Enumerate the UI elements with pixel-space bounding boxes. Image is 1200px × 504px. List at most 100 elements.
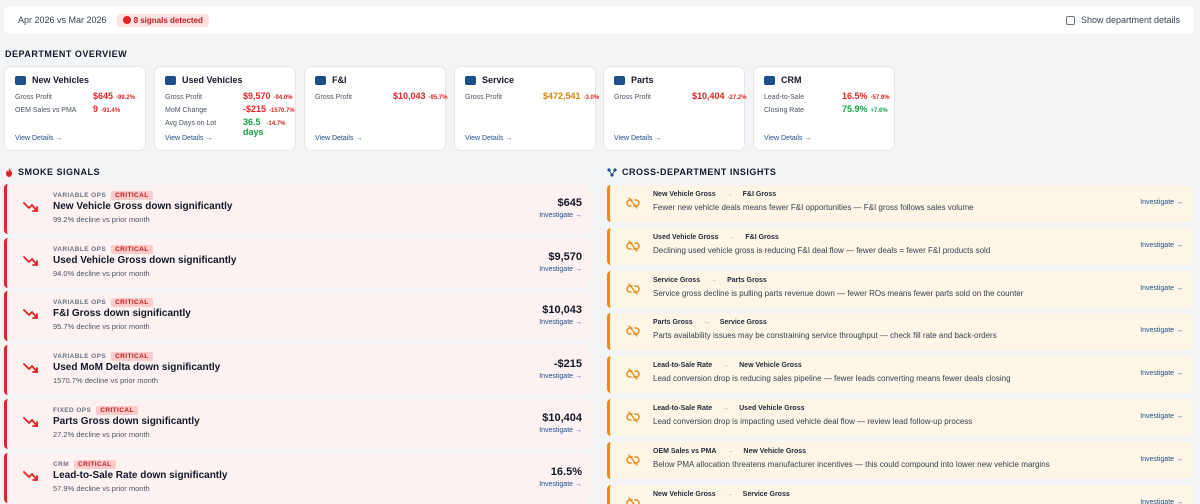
- insight-from: OEM Sales vs PMA: [653, 447, 717, 455]
- investigate-link[interactable]: Investigate →: [539, 265, 582, 273]
- view-details-link[interactable]: View Details →: [614, 135, 662, 142]
- metric-change: -27.2%: [727, 95, 747, 101]
- view-details-link[interactable]: View Details →: [764, 135, 812, 142]
- investigate-link[interactable]: Investigate →: [1140, 241, 1183, 249]
- department-name: CRM: [781, 75, 802, 85]
- investigate-link[interactable]: Investigate →: [1140, 498, 1183, 504]
- insight-text: Declining used vehicle gross is reducing…: [653, 245, 991, 255]
- smoke-signals-title: SMOKE SIGNALS: [5, 167, 100, 177]
- insight-text: Parts availability issues may be constra…: [653, 331, 997, 341]
- metric-value: -$215: [243, 104, 267, 114]
- insight-card[interactable]: Parts Gross → Service Gross Parts availabil…: [607, 313, 1193, 351]
- department-card-header: Service: [465, 75, 585, 85]
- severity-badge: CRITICAL: [111, 244, 153, 254]
- signal-value: $10,404: [542, 411, 582, 424]
- investigate-link[interactable]: Investigate →: [1140, 284, 1183, 292]
- investigate-link[interactable]: Investigate →: [1140, 370, 1183, 378]
- insight-from: Lead-to-Sale Rate: [653, 405, 713, 412]
- signal-detail: 1570.7% decline vs prior month: [53, 376, 159, 386]
- signal-detail: 94.0% decline vs prior month: [53, 268, 150, 278]
- signal-tags: VARIABLE OPS CRITICAL: [53, 191, 153, 200]
- insight-to: Service Gross: [742, 490, 790, 498]
- department-overview-title: DEPARTMENT OVERVIEW: [5, 49, 128, 59]
- smoke-signal-card[interactable]: VARIABLE OPS CRITICAL F&I Gross down signi…: [4, 291, 590, 342]
- signal-value: $10,043: [542, 304, 582, 317]
- investigate-link[interactable]: Investigate →: [539, 373, 582, 381]
- insight-to: Used Vehicle Gross: [739, 405, 805, 412]
- investigate-link[interactable]: Investigate →: [539, 426, 582, 434]
- show-department-details-checkbox[interactable]: [1065, 15, 1075, 25]
- smoke-signal-card[interactable]: VARIABLE OPS CRITICAL Used Vehicle Gross d…: [4, 237, 590, 288]
- metric-value: $472,541: [543, 91, 581, 101]
- insight-from: Parts Gross: [653, 319, 693, 327]
- view-details-link[interactable]: View Details →: [465, 135, 513, 142]
- insight-text: Below PMA allocation threatens manufactu…: [653, 459, 1050, 469]
- department-card: CRM Lead-to-Sale 16.5% -57.9% Closing Rate 75…: [754, 67, 894, 150]
- trend-down-icon: [23, 202, 38, 212]
- metric-label: Gross Profit: [614, 94, 651, 101]
- metric-label: Gross Profit: [15, 94, 52, 101]
- insight-text: Lead conversion drop is reducing sales p…: [653, 374, 1011, 384]
- metric-change: -3.0%: [583, 95, 600, 101]
- investigate-link[interactable]: Investigate →: [1140, 413, 1183, 420]
- metric-value: 36.5 days: [243, 117, 264, 137]
- insight-card[interactable]: OEM Sales vs PMA → New Vehicle Gross Below …: [607, 441, 1193, 479]
- insight-path: Used Vehicle Gross → F&I Gross: [653, 234, 779, 241]
- signal-title: F&I Gross down significantly: [53, 308, 191, 320]
- insight-card[interactable]: Lead-to-Sale Rate → Used Vehicle Gross Lead…: [607, 399, 1193, 436]
- insight-from: New Vehicle Gross: [653, 490, 716, 498]
- metric-value: 16.5%: [842, 91, 868, 101]
- signal-detail: 99.2% decline vs prior month: [53, 215, 150, 224]
- metric-change: -94.0%: [273, 95, 293, 101]
- insight-to: Parts Gross: [727, 276, 767, 284]
- insight-card[interactable]: New Vehicle Gross → Service Gross Investiga…: [607, 484, 1193, 504]
- smoke-signal-card[interactable]: VARIABLE OPS CRITICAL Used MoM Delta down …: [4, 345, 590, 396]
- investigate-link[interactable]: Investigate →: [1140, 327, 1183, 335]
- trend-down-icon: [23, 309, 38, 320]
- smoke-signal-card[interactable]: FIXED OPS CRITICAL Parts Gross down signif…: [4, 398, 590, 449]
- insight-card[interactable]: Used Vehicle Gross → F&I Gross Declining us…: [607, 227, 1193, 265]
- show-department-details-toggle[interactable]: Show department details: [1065, 15, 1180, 25]
- signal-category: VARIABLE OPS: [53, 353, 107, 361]
- broken-link-icon: [626, 197, 640, 209]
- investigate-link[interactable]: Investigate →: [539, 480, 582, 488]
- smoke-signal-card[interactable]: VARIABLE OPS CRITICAL New Vehicle Gross do…: [4, 184, 590, 234]
- department-metric: Avg Days on Lot 36.5 days -14.7%: [165, 117, 286, 137]
- view-details-link[interactable]: View Details →: [165, 135, 213, 142]
- signal-tags: CRM CRITICAL: [53, 459, 116, 469]
- insight-path: Parts Gross → Service Gross: [653, 319, 767, 326]
- insight-to: Service Gross: [719, 319, 767, 327]
- investigate-link[interactable]: Investigate →: [539, 319, 582, 327]
- signal-category: CRM: [53, 460, 70, 468]
- view-details-link[interactable]: View Details →: [15, 135, 63, 142]
- smoke-signal-card[interactable]: CRM CRITICAL Lead-to-Sale Rate down signif…: [4, 452, 590, 503]
- department-name: New Vehicles: [32, 75, 90, 85]
- insight-card[interactable]: Service Gross → Parts Gross Service gross d…: [607, 270, 1193, 308]
- signal-title: Parts Gross down significantly: [53, 415, 200, 427]
- signal-category: VARIABLE OPS: [53, 245, 107, 253]
- insight-path: Lead-to-Sale Rate → Used Vehicle Gross: [653, 405, 805, 412]
- insight-card[interactable]: Lead-to-Sale Rate → New Vehicle Gross Lead …: [607, 356, 1193, 394]
- severity-badge: CRITICAL: [111, 298, 153, 308]
- insight-to: F&I Gross: [742, 191, 777, 198]
- period-label: Apr 2026 vs Mar 2026: [18, 15, 107, 25]
- insight-card[interactable]: New Vehicle Gross → F&I Gross Fewer new veh…: [607, 185, 1193, 222]
- car-icon: [15, 75, 26, 85]
- insight-text: Service gross decline is pulling parts r…: [653, 288, 1024, 298]
- department-card-header: New Vehicles: [15, 75, 135, 85]
- network-icon: [607, 167, 617, 177]
- investigate-link[interactable]: Investigate →: [1140, 455, 1183, 463]
- signal-tags: VARIABLE OPS CRITICAL: [53, 352, 153, 362]
- parts-icon: [614, 75, 625, 85]
- metric-change: -99.2%: [116, 95, 136, 101]
- signal-title: Lead-to-Sale Rate down significantly: [53, 469, 228, 481]
- signal-title: Used Vehicle Gross down significantly: [53, 254, 237, 266]
- investigate-link[interactable]: Investigate →: [1140, 199, 1183, 206]
- insight-path: Lead-to-Sale Rate → New Vehicle Gross: [653, 362, 802, 369]
- signal-value: -$215: [553, 358, 582, 371]
- broken-link-icon: [626, 368, 640, 380]
- view-details-link[interactable]: View Details →: [315, 135, 363, 142]
- insight-from: Service Gross: [653, 276, 701, 284]
- investigate-link[interactable]: Investigate →: [539, 212, 582, 219]
- metric-value: 75.9%: [842, 104, 868, 114]
